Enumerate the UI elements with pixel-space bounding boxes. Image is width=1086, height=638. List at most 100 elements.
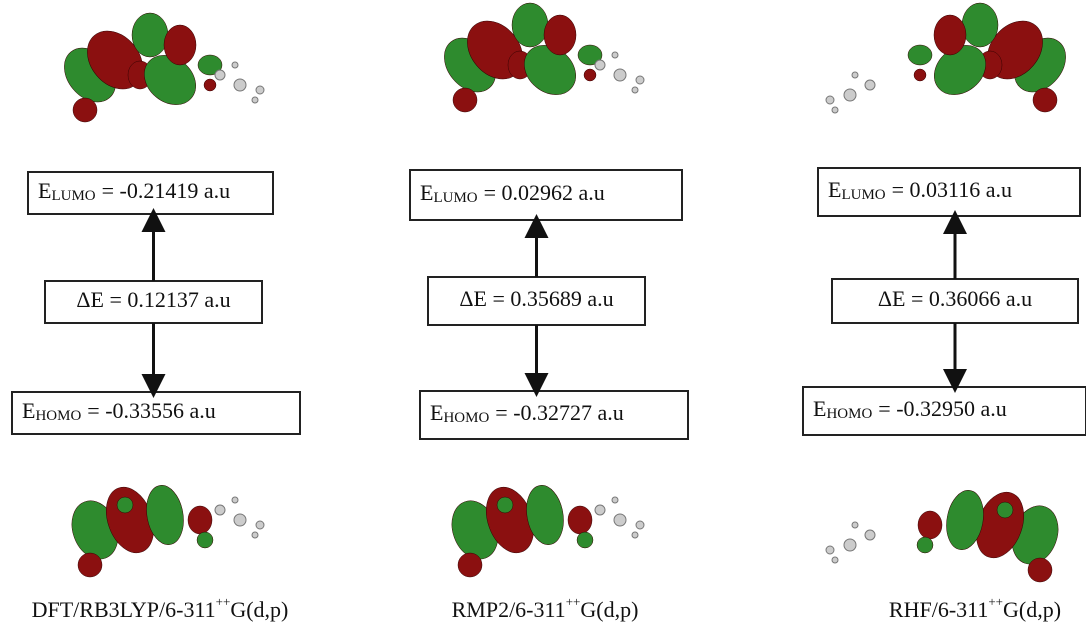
orbital-lobe [511,2,549,48]
energy-gap: ΔE = 0.36066 a.u [878,286,1032,311]
orbital-lobe [961,2,999,48]
atom [233,78,247,92]
energy-gap: ΔE = 0.12137 a.u [76,287,230,312]
atom [631,86,639,94]
energy-value: = -0.33556 a.u [87,398,216,423]
orbital-lobe [946,490,984,550]
atom [594,504,606,516]
orbital-lobe [1032,87,1058,113]
orbital-lobe [457,552,483,578]
orbital-lobe [203,78,217,92]
energy-subscript: LUMO [841,187,885,203]
orbital-lobe [583,68,597,82]
energy-value: = 0.02962 a.u [484,180,605,205]
energy-symbol: E [420,180,433,205]
atom [864,529,876,541]
orbital-lobe [131,12,169,58]
atom [255,85,265,95]
atom [594,59,606,71]
lumo-box [817,167,1081,217]
method-superscript: ++ [216,594,231,609]
gap-box [44,280,263,324]
method-base: RHF/6-311 [889,597,988,622]
atom [843,88,857,102]
atom [231,61,239,69]
homo-energy: EHOMO = -0.33556 a.u [22,398,216,424]
method-label: DFT/RB3LYP/6-311++G(d,p) [32,594,289,622]
atom [255,520,265,530]
atom [831,106,839,114]
energy-subscript: LUMO [51,188,95,204]
atom [851,71,859,79]
atom [214,69,226,81]
energy-symbol: E [813,396,826,421]
lumo-energy: ELUMO = 0.02962 a.u [420,180,605,206]
atom [233,513,247,527]
energy-symbol: E [38,178,51,203]
method-superscript: ++ [566,594,581,609]
orbital-lobe [196,531,214,549]
orbital-lobe [526,485,564,545]
orbital-lobe [577,44,603,66]
method-base: RMP2/6-311 [452,597,566,622]
orbital-lobe [907,44,933,66]
orbital-lobe [913,68,927,82]
orbital-lobe [917,510,943,540]
energy-value: = -0.32727 a.u [495,400,624,425]
atom [864,79,876,91]
orbital-lobe [567,505,593,535]
orbital-lobe [496,496,514,514]
method-suffix: G(d,p) [230,597,288,622]
atom [825,95,835,105]
homo-energy: EHOMO = -0.32950 a.u [813,396,1007,422]
gap-box [427,276,646,326]
homo-box [802,386,1086,436]
homo-box [419,390,689,440]
energy-subscript: HOMO [443,410,489,426]
orbital-lobe [916,536,934,554]
atom [843,538,857,552]
atom [611,51,619,59]
energy-value: = -0.32950 a.u [878,396,1007,421]
orbital-lobe [543,14,577,56]
orbital-lobe [116,496,134,514]
orbital-lobe [197,54,223,76]
method-label: RHF/6-311++G(d,p) [889,594,1061,622]
method-superscript: ++ [988,594,1003,609]
atom [635,520,645,530]
orbital-lobe [163,24,197,66]
lumo-box [409,169,683,221]
energy-value: = -0.21419 a.u [102,178,231,203]
atom [831,556,839,564]
lumo-box [27,171,274,215]
orbital-lobe [72,97,98,123]
method-base: DFT/RB3LYP/6-311 [32,597,216,622]
method-label: RMP2/6-311++G(d,p) [452,594,639,622]
atom [851,521,859,529]
atom [631,531,639,539]
energy-subscript: LUMO [433,190,477,206]
atom [613,68,627,82]
energy-gap: ΔE = 0.35689 a.u [459,286,613,311]
atom [611,496,619,504]
homo-box [11,391,301,435]
energy-symbol: E [828,177,841,202]
atom [613,513,627,527]
atom [214,504,226,516]
orbital-lobe [187,505,213,535]
orbital-lobe [452,87,478,113]
method-suffix: G(d,p) [580,597,638,622]
lumo-energy: ELUMO = -0.21419 a.u [38,178,230,204]
energy-symbol: E [430,400,443,425]
homo-energy: EHOMO = -0.32727 a.u [430,400,624,426]
orbital-lobe [146,485,184,545]
energy-subscript: HOMO [35,408,81,424]
method-suffix: G(d,p) [1003,597,1061,622]
atom [635,75,645,85]
orbital-lobe [933,14,967,56]
energy-value: = 0.03116 a.u [892,177,1012,202]
atom [825,545,835,555]
lumo-energy: ELUMO = 0.03116 a.u [828,177,1012,203]
energy-symbol: E [22,398,35,423]
